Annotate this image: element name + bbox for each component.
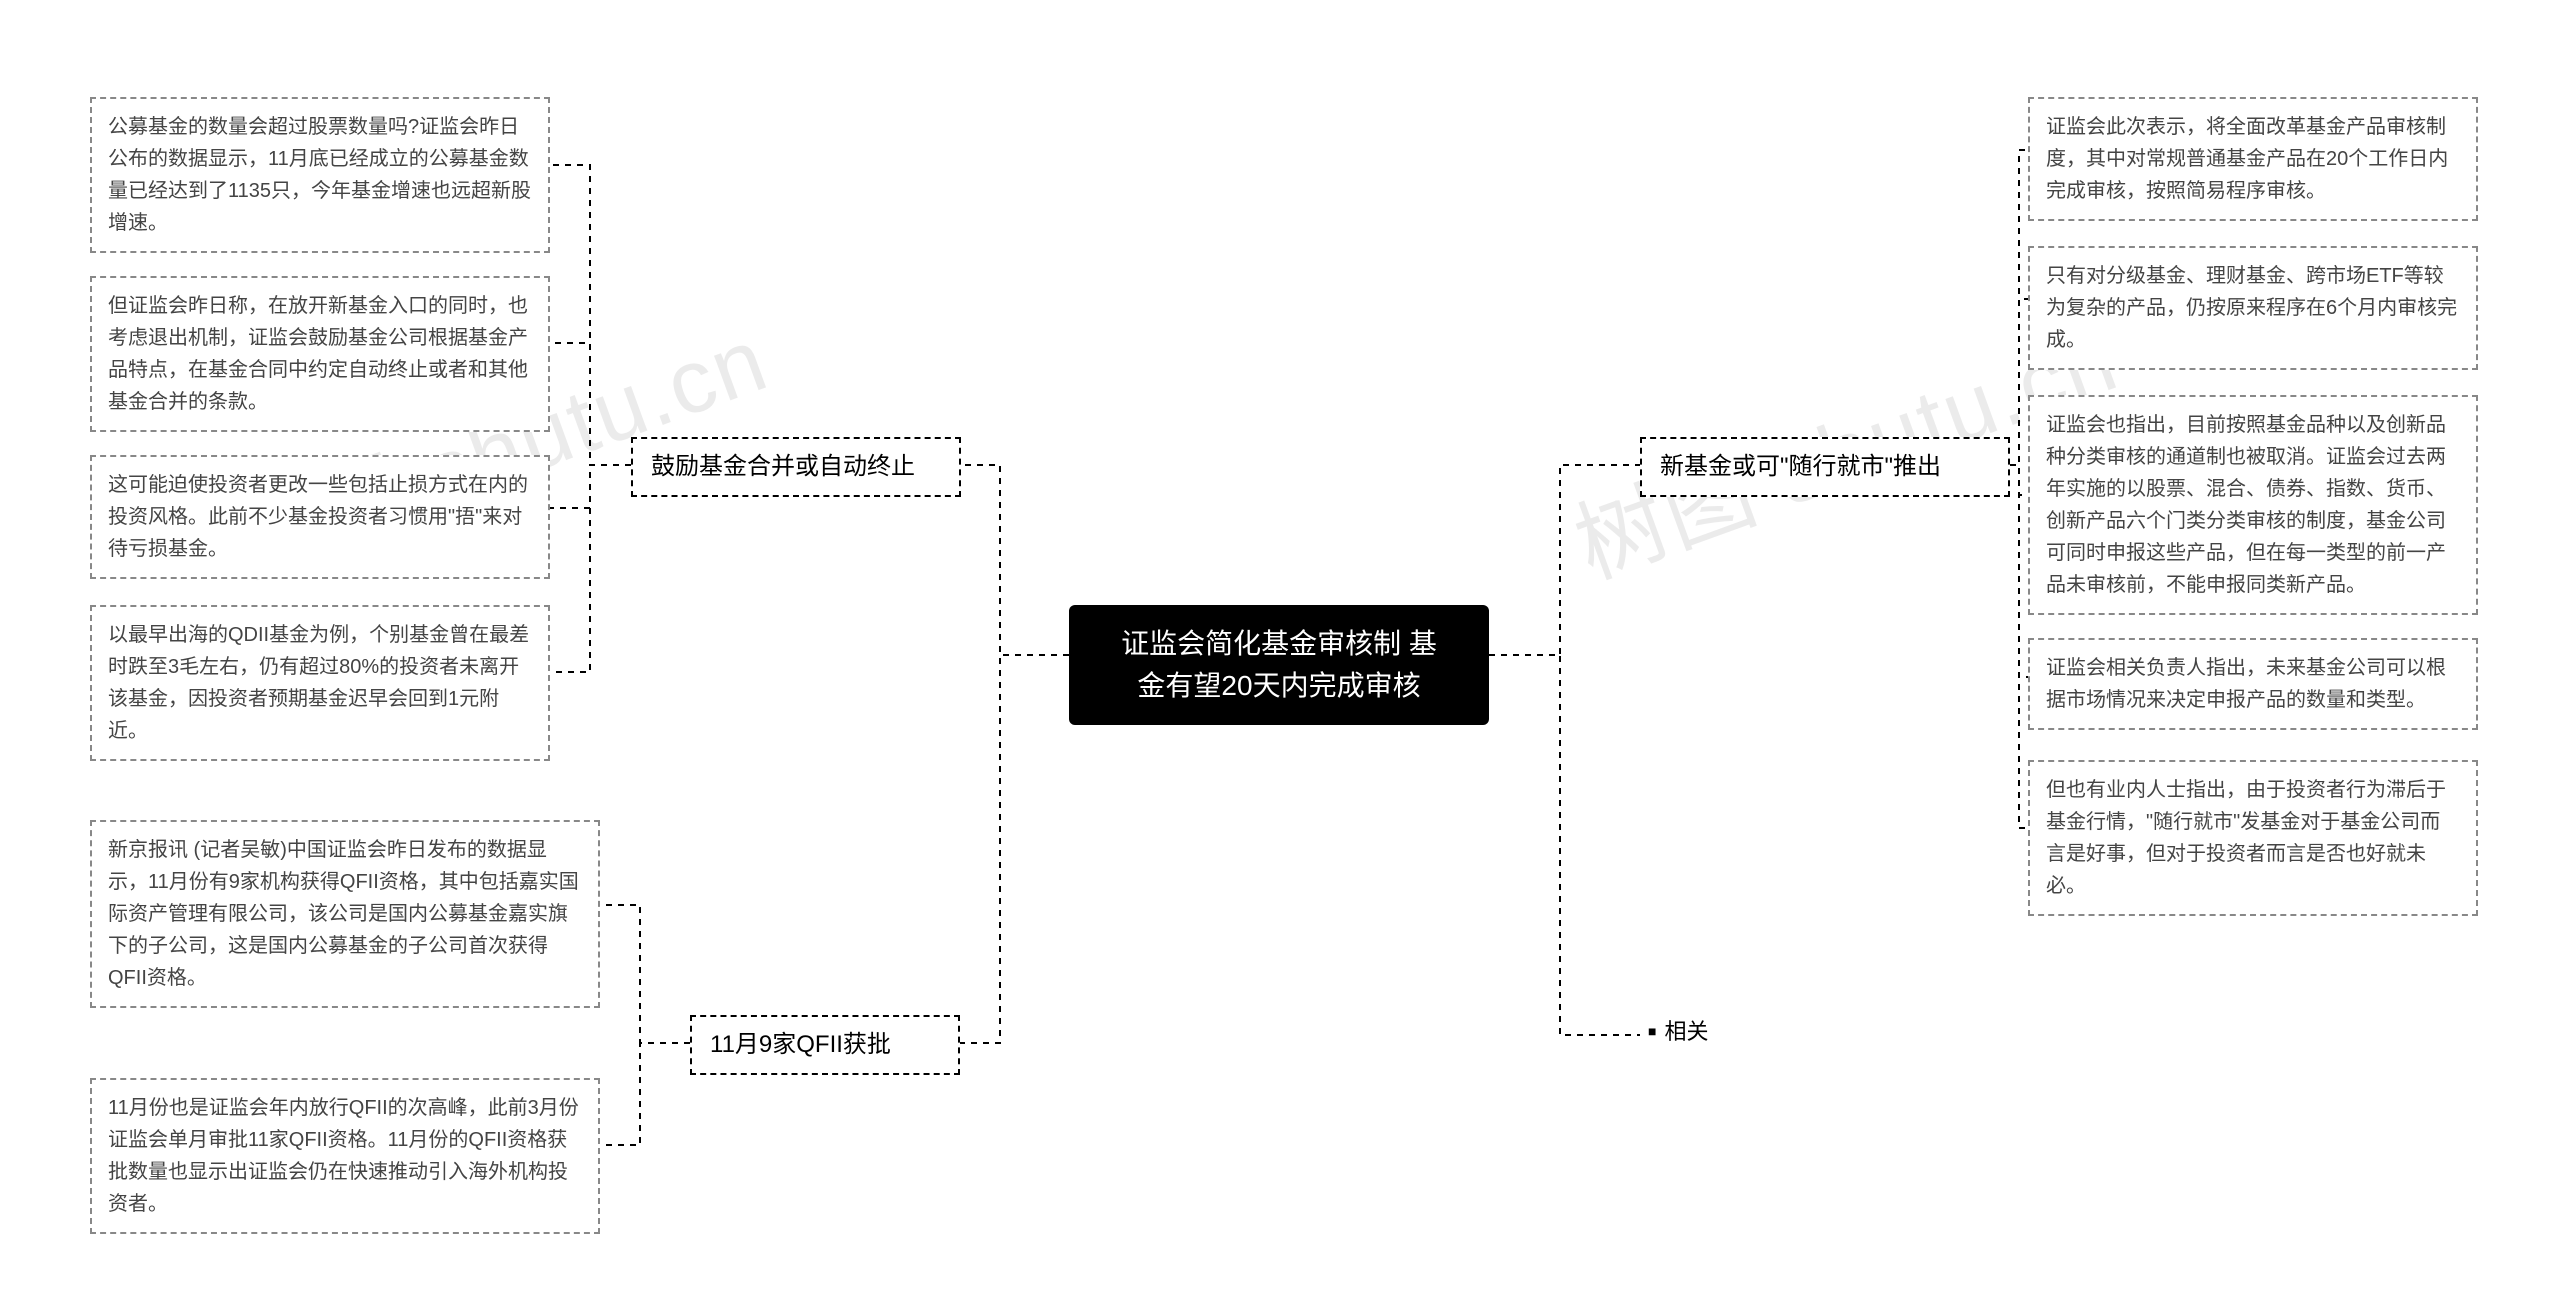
leaf-text: 新京报讯 (记者吴敏)中国证监会昨日发布的数据显示，11月份有9家机构获得QFI… [108, 839, 579, 989]
leaf-text: 证监会也指出，目前按照基金品种以及创新品种分类审核的通道制也被取消。证监会过去两… [2046, 414, 2446, 596]
center-text: 证监会简化基金审核制 基 金有望20天内完成审核 [1121, 628, 1437, 701]
branch-right-1: 新基金或可"随行就市"推出 [1640, 437, 2010, 497]
leaf-node: 以最早出海的QDII基金为例，个别基金曾在最差时跌至3毛左右，仍有超过80%的投… [90, 605, 550, 761]
leaf-node: 11月份也是证监会年内放行QFII的次高峰，此前3月份证监会单月审批11家QFI… [90, 1078, 600, 1234]
leaf-node: 证监会也指出，目前按照基金品种以及创新品种分类审核的通道制也被取消。证监会过去两… [2028, 395, 2478, 615]
leaf-node: 但也有业内人士指出，由于投资者行为滞后于基金行情，"随行就市"发基金对于基金公司… [2028, 760, 2478, 916]
leaf-node: 证监会此次表示，将全面改革基金产品审核制度，其中对常规普通基金产品在20个工作日… [2028, 97, 2478, 221]
leaf-text: 这可能迫使投资者更改一些包括止损方式在内的投资风格。此前不少基金投资者习惯用"捂… [108, 474, 528, 560]
leaf-text: 只有对分级基金、理财基金、跨市场ETF等较为复杂的产品，仍按原来程序在6个月内审… [2046, 265, 2457, 351]
branch-label: 11月9家QFII获批 [710, 1031, 891, 1058]
branch-label: 相关 [1664, 1015, 1708, 1048]
branch-right-2: 相关 [1648, 1015, 1708, 1048]
mindmap-canvas: 树图 shutu.cn 树图 shutu.cn [0, 0, 2560, 1310]
leaf-text: 证监会此次表示，将全面改革基金产品审核制度，其中对常规普通基金产品在20个工作日… [2046, 116, 2448, 202]
leaf-node: 只有对分级基金、理财基金、跨市场ETF等较为复杂的产品，仍按原来程序在6个月内审… [2028, 246, 2478, 370]
leaf-text: 公募基金的数量会超过股票数量吗?证监会昨日公布的数据显示，11月底已经成立的公募… [108, 116, 531, 234]
leaf-node: 证监会相关负责人指出，未来基金公司可以根据市场情况来决定申报产品的数量和类型。 [2028, 638, 2478, 730]
leaf-text: 11月份也是证监会年内放行QFII的次高峰，此前3月份证监会单月审批11家QFI… [108, 1097, 579, 1215]
leaf-text: 以最早出海的QDII基金为例，个别基金曾在最差时跌至3毛左右，仍有超过80%的投… [108, 624, 529, 742]
leaf-node: 这可能迫使投资者更改一些包括止损方式在内的投资风格。此前不少基金投资者习惯用"捂… [90, 455, 550, 579]
branch-left-2: 11月9家QFII获批 [690, 1015, 960, 1075]
leaf-text: 证监会相关负责人指出，未来基金公司可以根据市场情况来决定申报产品的数量和类型。 [2046, 657, 2446, 711]
branch-label: 新基金或可"随行就市"推出 [1660, 453, 1941, 480]
leaf-node: 但证监会昨日称，在放开新基金入口的同时，也考虑退出机制，证监会鼓励基金公司根据基… [90, 276, 550, 432]
leaf-text: 但也有业内人士指出，由于投资者行为滞后于基金行情，"随行就市"发基金对于基金公司… [2046, 779, 2446, 897]
leaf-node: 新京报讯 (记者吴敏)中国证监会昨日发布的数据显示，11月份有9家机构获得QFI… [90, 820, 600, 1008]
branch-label: 鼓励基金合并或自动终止 [651, 453, 915, 480]
leaf-text: 但证监会昨日称，在放开新基金入口的同时，也考虑退出机制，证监会鼓励基金公司根据基… [108, 295, 528, 413]
branch-left-1: 鼓励基金合并或自动终止 [631, 437, 961, 497]
center-node: 证监会简化基金审核制 基 金有望20天内完成审核 [1069, 605, 1489, 725]
leaf-node: 公募基金的数量会超过股票数量吗?证监会昨日公布的数据显示，11月底已经成立的公募… [90, 97, 550, 253]
